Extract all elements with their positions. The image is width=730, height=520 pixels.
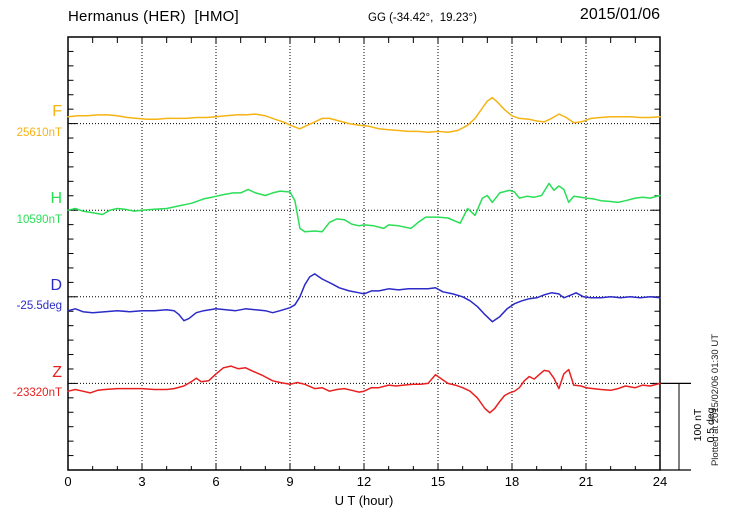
station-title: Hermanus (HER) [HMO] (68, 8, 239, 25)
x-tick-6: 6 (212, 474, 220, 489)
plotted-at-note: Plotted at 2015/02/06 01:30 UT (710, 333, 721, 467)
x-tick-3: 3 (138, 474, 146, 489)
geographic-coordinates: GG (-34.42°, 19.23°) (368, 12, 477, 24)
channel-baseline-d: -25.5deg (16, 300, 62, 312)
channel-baseline-z: -23320nT (12, 387, 62, 399)
channel-label-d: D (50, 277, 62, 294)
x-tick-0: 0 (64, 474, 72, 489)
x-tick-12: 12 (356, 474, 372, 489)
x-tick-21: 21 (578, 474, 594, 489)
channel-label-f: F (52, 103, 62, 120)
scale-bar-nt: 100 nT (692, 408, 704, 442)
channel-label-h: H (50, 190, 62, 207)
channel-baseline-h: 10590nT (16, 214, 62, 226)
record-date: 2015/01/06 (579, 6, 660, 23)
x-tick-24: 24 (652, 474, 668, 489)
x-axis-label: U T (hour) (334, 493, 394, 508)
x-tick-15: 15 (430, 474, 446, 489)
channel-baseline-f: 25610nT (16, 127, 62, 139)
x-tick-18: 18 (504, 474, 520, 489)
channel-label-z: Z (52, 364, 62, 381)
x-tick-9: 9 (286, 474, 294, 489)
